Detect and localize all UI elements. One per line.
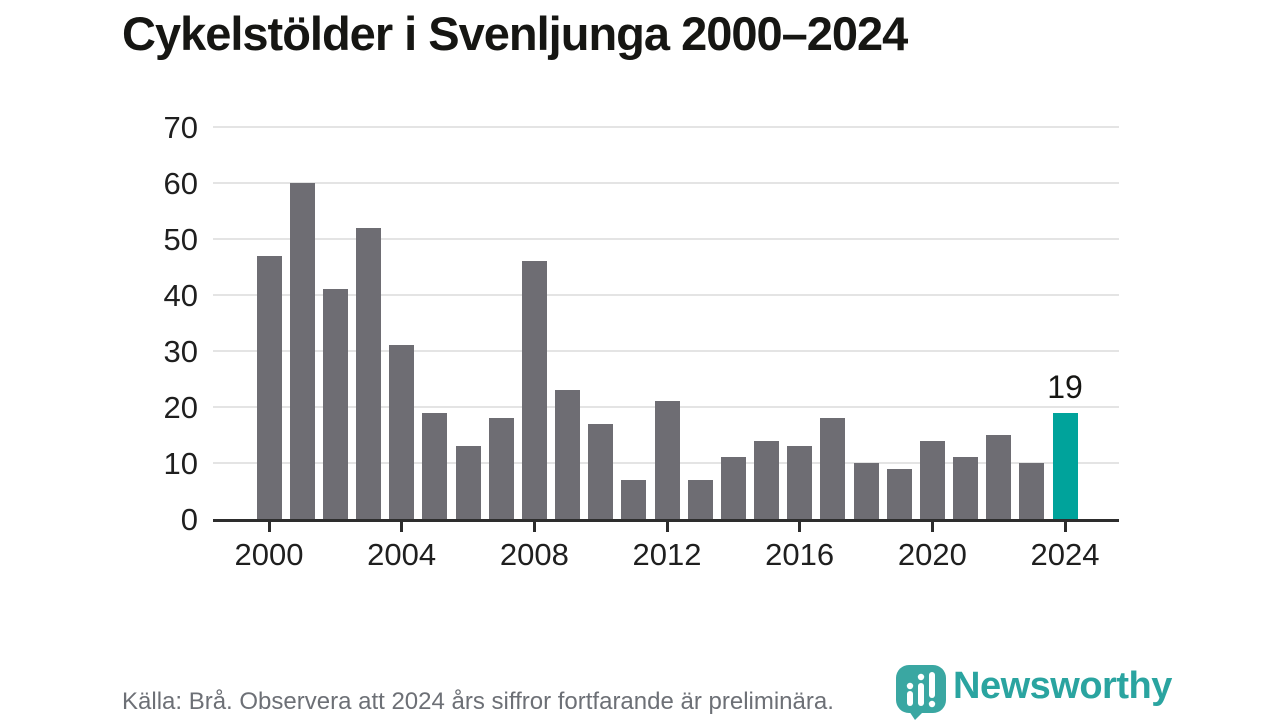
y-axis-tick-label-70: 70: [163, 110, 198, 145]
value-label-2024: 19: [1047, 368, 1083, 405]
gridline-70: [213, 126, 1119, 128]
y-axis-tick-label-10: 10: [163, 446, 198, 481]
x-axis-tick-label-2024: 2024: [1030, 537, 1100, 572]
newsworthy-logo: Newsworthy: [895, 664, 1172, 720]
newsworthy-bar-chart-pin-icon: [896, 665, 946, 720]
y-axis-tick-label-40: 40: [163, 278, 198, 313]
bar-2017: [820, 418, 846, 519]
x-axis-tick-label-2008: 2008: [499, 537, 569, 572]
bar-2018: [853, 463, 879, 519]
gridline-50: [213, 238, 1119, 240]
x-tick-2020: [930, 522, 934, 532]
bar-2010: [588, 423, 614, 519]
x-axis-tick-label-2004: 2004: [367, 537, 437, 572]
x-tick-2008: [532, 522, 536, 532]
bar-2008: [521, 261, 547, 519]
bar-2001: [289, 183, 315, 519]
bar-2000: [256, 255, 282, 519]
bar-2014: [720, 457, 746, 519]
x-tick-2024: [1063, 522, 1067, 532]
x-axis-tick-label-2012: 2012: [632, 537, 702, 572]
chart-title: Cykelstölder i Svenljunga 2000–2024: [122, 7, 908, 60]
x-axis-tick-label-2020: 2020: [897, 537, 967, 572]
x-tick-2004: [400, 522, 404, 532]
y-axis-tick-label-50: 50: [163, 222, 198, 257]
y-axis-tick-label-0: 0: [180, 502, 198, 537]
bar-2024: [1052, 412, 1078, 519]
bar-2003: [356, 227, 381, 519]
x-tick-2000: [267, 522, 271, 532]
bar-2009: [555, 390, 580, 519]
bar-2023: [1019, 463, 1045, 519]
x-axis-line: [213, 519, 1119, 522]
y-axis-tick-label-60: 60: [163, 166, 198, 201]
bar-2005: [422, 412, 448, 519]
bar-2022: [986, 435, 1012, 519]
bar-2021: [953, 457, 978, 519]
gridline-60: [213, 182, 1119, 184]
newsworthy-wordmark: Newsworthy: [953, 665, 1172, 707]
gridline-30: [213, 350, 1119, 352]
bar-2020: [919, 440, 945, 519]
source-note: Källa: Brå. Observera att 2024 års siffr…: [122, 688, 834, 715]
bar-2013: [687, 479, 713, 519]
bar-2002: [322, 289, 348, 519]
x-axis-tick-label-2000: 2000: [234, 537, 304, 572]
bar-2007: [488, 418, 514, 519]
bar-2006: [455, 446, 481, 519]
gridline-40: [213, 294, 1119, 296]
x-tick-2012: [665, 522, 669, 532]
bar-2015: [754, 440, 779, 519]
y-axis-tick-label-30: 30: [163, 334, 198, 369]
x-axis-tick-label-2016: 2016: [765, 537, 835, 572]
bar-2011: [621, 479, 647, 519]
bar-2012: [654, 401, 680, 519]
bar-2016: [787, 446, 813, 519]
y-axis-tick-label-20: 20: [163, 390, 198, 425]
bar-2004: [389, 345, 415, 519]
x-tick-2016: [798, 522, 802, 532]
bar-2019: [886, 468, 912, 519]
